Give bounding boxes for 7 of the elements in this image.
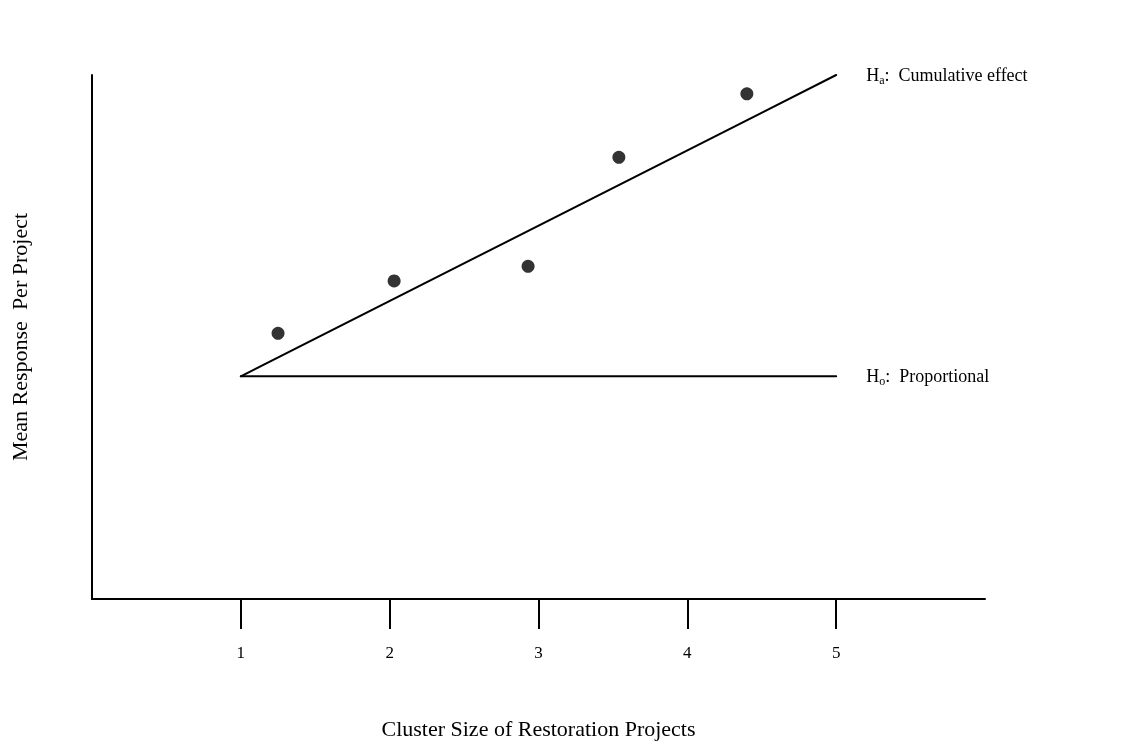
x-tick-label: 4 xyxy=(683,643,693,662)
x-tick-label: 2 xyxy=(385,643,394,662)
x-axis-title: Cluster Size of Restoration Projects xyxy=(381,715,696,741)
x-tick-label: 5 xyxy=(831,643,841,662)
x-tick-label: 1 xyxy=(236,643,246,662)
x-tick-label: 3 xyxy=(534,643,543,662)
y-axis-title: Mean Response Per Project xyxy=(6,212,32,462)
